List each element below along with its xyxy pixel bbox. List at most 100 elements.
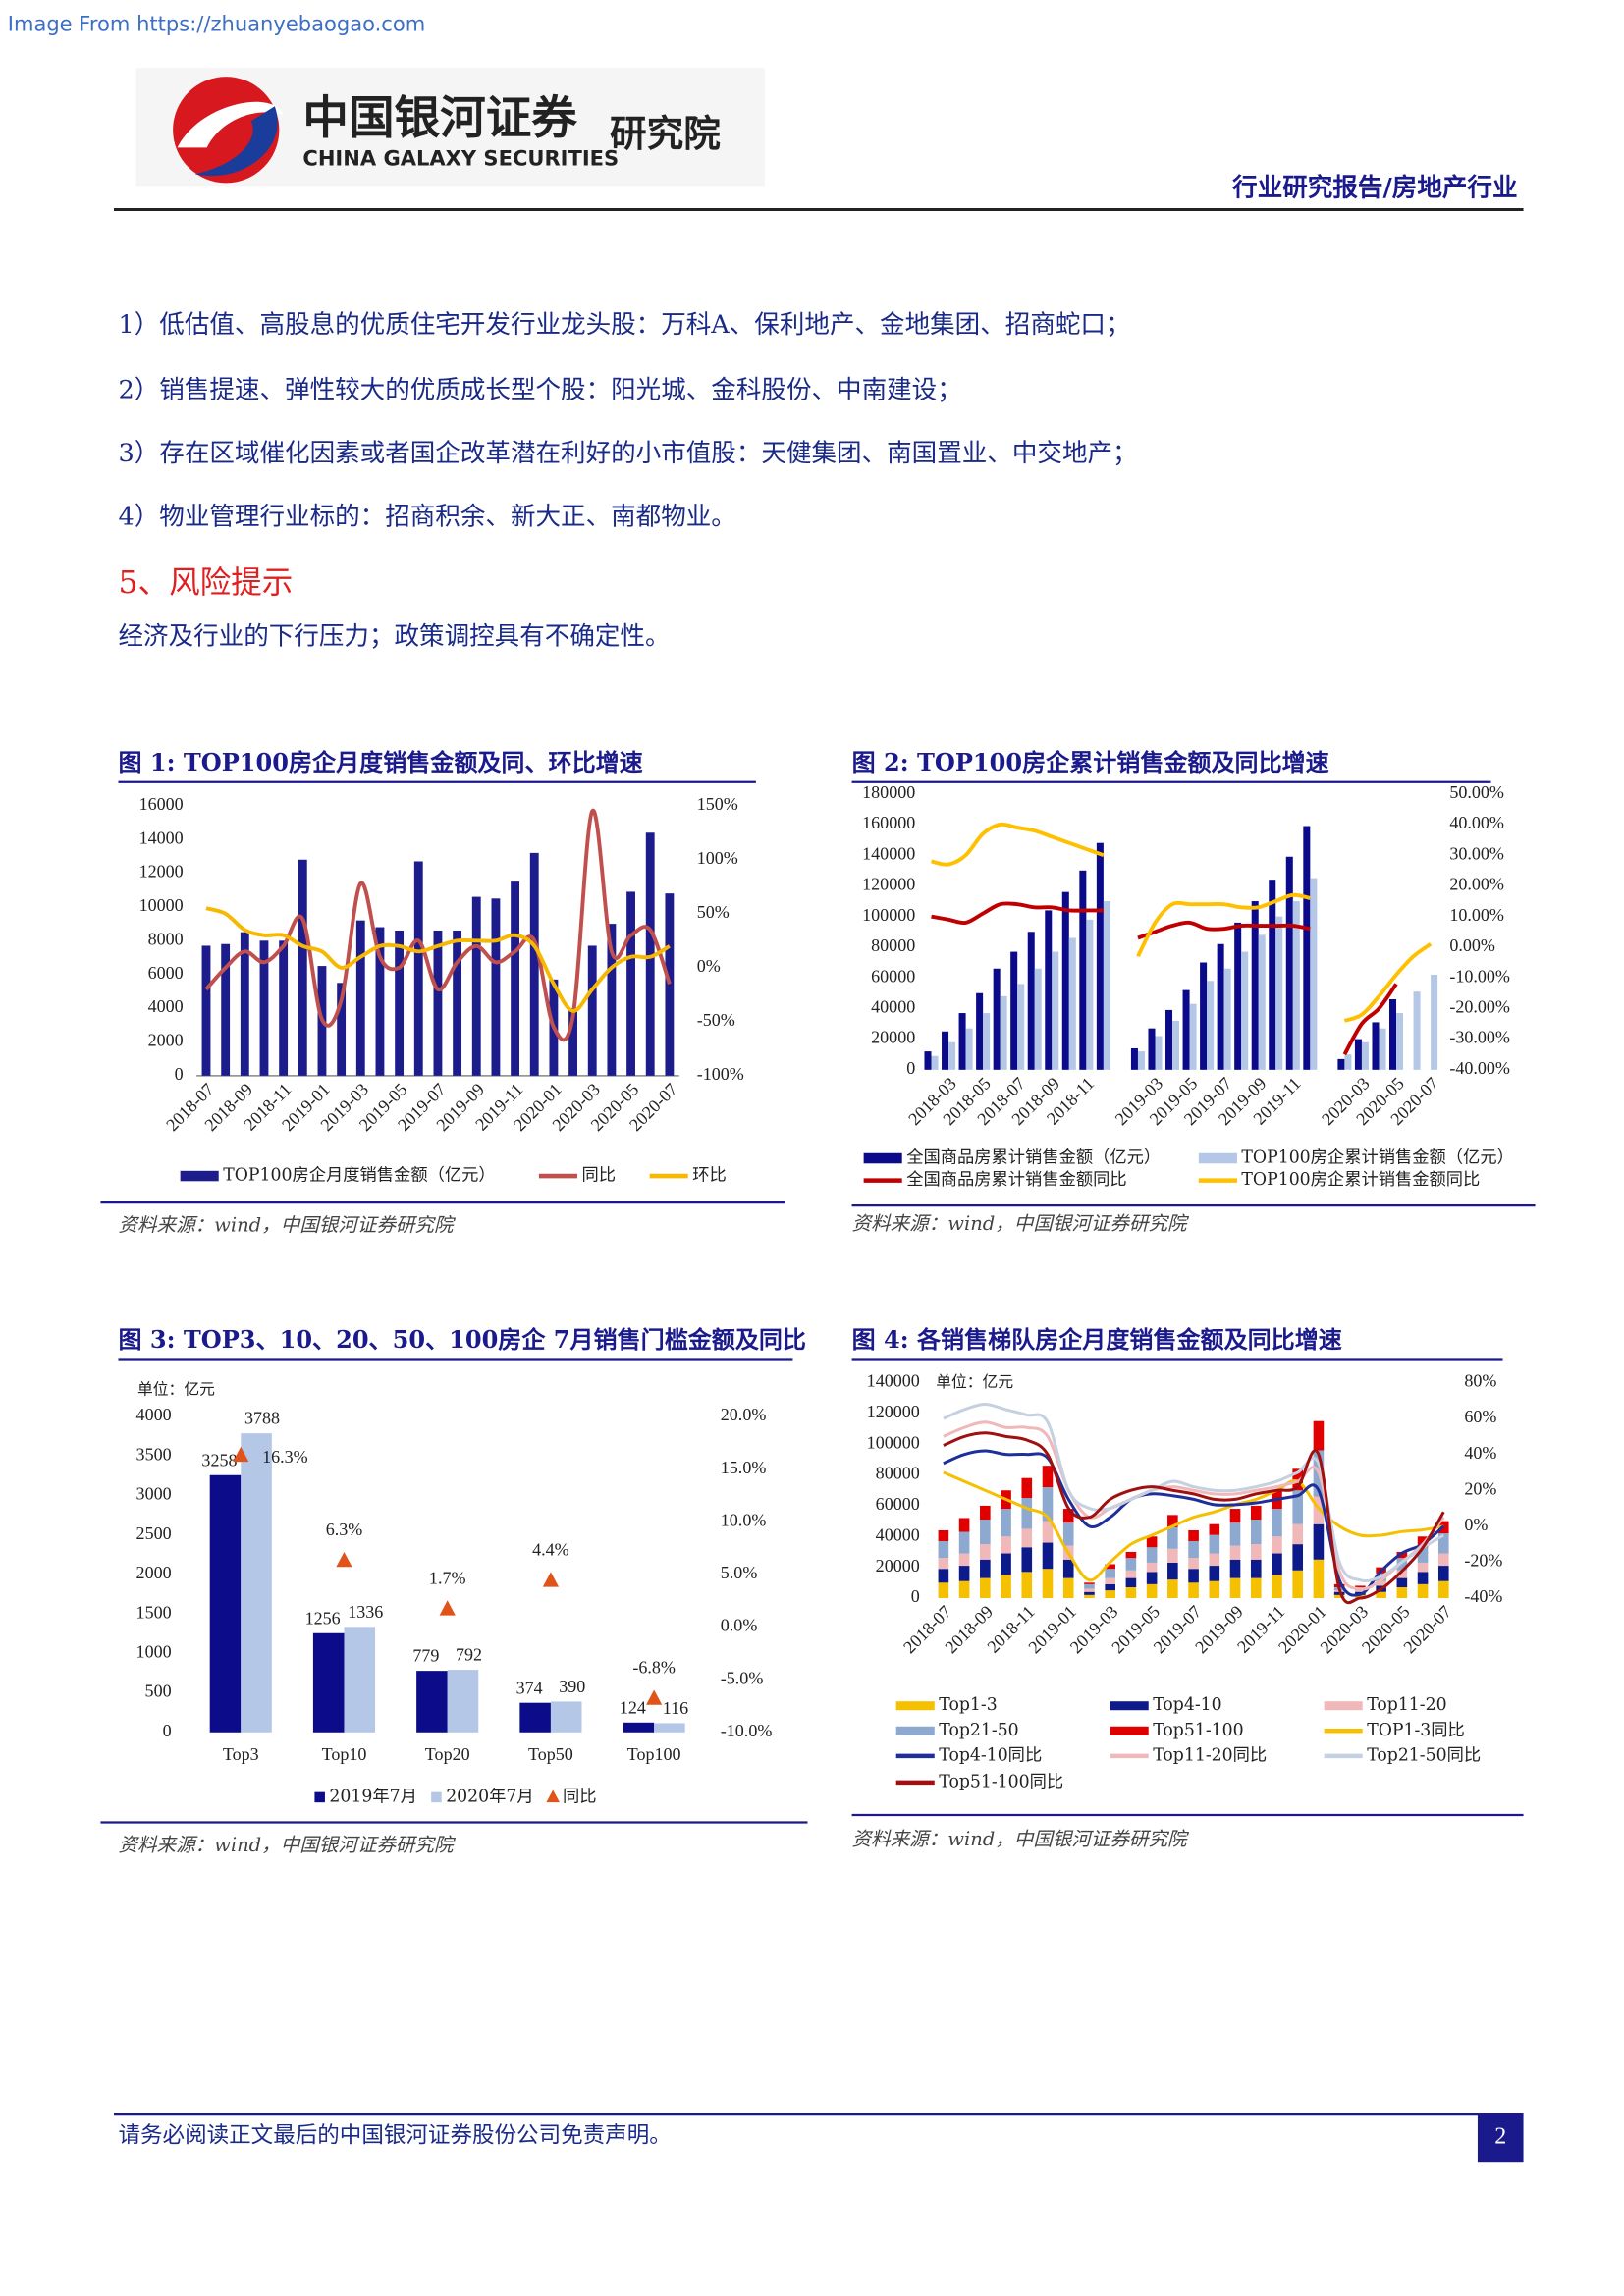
data-label: 390 bbox=[559, 1677, 585, 1696]
section-title: 5、风险提示 bbox=[118, 565, 293, 601]
bar bbox=[1001, 1553, 1011, 1575]
y-tick-label: 40000 bbox=[871, 997, 915, 1017]
logo-suffix: 研究院 bbox=[610, 112, 721, 155]
marker bbox=[439, 1600, 456, 1616]
y2-tick-label: 100% bbox=[697, 848, 738, 868]
legend-swatch bbox=[1110, 1726, 1149, 1735]
y-tick-label: 0 bbox=[906, 1058, 915, 1078]
bar bbox=[626, 891, 635, 1076]
y2-tick-label: 50% bbox=[697, 902, 730, 922]
bar bbox=[1146, 1547, 1158, 1563]
legend-label: 环比 bbox=[692, 1166, 727, 1186]
data-label: 4.4% bbox=[532, 1539, 569, 1559]
y-tick-label: 500 bbox=[145, 1682, 172, 1701]
bar bbox=[1084, 1583, 1095, 1589]
bar bbox=[980, 1559, 991, 1578]
bar bbox=[1042, 1569, 1054, 1598]
bar bbox=[1021, 1498, 1033, 1529]
bar bbox=[1125, 1558, 1137, 1571]
bar bbox=[1272, 1553, 1282, 1575]
bar bbox=[1313, 1559, 1325, 1598]
bar bbox=[416, 1671, 448, 1733]
page-box bbox=[1477, 2114, 1524, 2163]
bar bbox=[983, 1013, 991, 1070]
bar bbox=[1361, 1041, 1369, 1070]
bar bbox=[1250, 1559, 1262, 1578]
data-label: 1336 bbox=[348, 1602, 383, 1622]
bar bbox=[1355, 1594, 1366, 1598]
bar bbox=[1125, 1587, 1137, 1598]
bar bbox=[1303, 826, 1311, 1070]
data-label: 3788 bbox=[244, 1409, 280, 1428]
legend-swatch bbox=[314, 1791, 325, 1803]
bar bbox=[924, 1051, 932, 1070]
y2-tick-label: -10.00% bbox=[1449, 966, 1510, 986]
bar bbox=[1209, 1553, 1220, 1567]
bar bbox=[1045, 910, 1053, 1070]
bar bbox=[1061, 891, 1069, 1070]
legend-swatch bbox=[895, 1726, 935, 1735]
bar bbox=[1431, 975, 1438, 1070]
bar bbox=[395, 930, 405, 1076]
y2-tick-label: 10.0% bbox=[721, 1510, 767, 1529]
bar bbox=[1105, 1577, 1115, 1584]
chart-title: 图 4: 各销售梯队房企月度销售金额及同比增速 bbox=[852, 1325, 1342, 1354]
logo-swoosh-blue bbox=[194, 106, 278, 177]
bar bbox=[1167, 1515, 1178, 1527]
bar bbox=[980, 1577, 991, 1598]
legend-swatch bbox=[895, 1701, 935, 1711]
bar bbox=[1001, 1575, 1011, 1598]
x-tick-label: Top3 bbox=[223, 1744, 259, 1764]
y-tick-label: 4000 bbox=[148, 996, 184, 1016]
bar bbox=[958, 1518, 970, 1532]
legend-swatch bbox=[1198, 1152, 1237, 1164]
bar bbox=[1355, 1590, 1366, 1592]
bar bbox=[654, 1723, 685, 1733]
bar bbox=[938, 1569, 949, 1583]
bar bbox=[312, 1632, 345, 1733]
y-tick-label: 0 bbox=[163, 1721, 172, 1740]
body-item: 2）销售提速、弹性较大的优质成长型个股：阳光城、金科股份、中南建设； bbox=[118, 375, 961, 404]
bar bbox=[1146, 1572, 1158, 1584]
line bbox=[931, 901, 1398, 1056]
legend-label: Top21-50同比 bbox=[1367, 1745, 1481, 1765]
bar bbox=[1344, 1054, 1352, 1070]
bar bbox=[993, 968, 1001, 1070]
bar bbox=[471, 896, 481, 1076]
bar bbox=[1250, 1544, 1262, 1560]
bar bbox=[1417, 1583, 1429, 1598]
bar bbox=[1052, 951, 1059, 1070]
page-number: 2 bbox=[1494, 2124, 1506, 2150]
bar bbox=[1396, 1587, 1408, 1598]
y-tick-label: 20000 bbox=[871, 1028, 915, 1047]
data-label: 1256 bbox=[305, 1608, 341, 1628]
bar bbox=[1292, 901, 1300, 1070]
bar bbox=[1042, 1487, 1054, 1522]
line bbox=[204, 809, 672, 1042]
y2-tick-label: 150% bbox=[697, 794, 738, 814]
bar bbox=[1042, 1466, 1054, 1488]
bar bbox=[665, 893, 675, 1076]
y-tick-label: 40000 bbox=[876, 1524, 920, 1544]
bar bbox=[344, 1627, 376, 1733]
bar bbox=[1355, 1585, 1366, 1588]
bar bbox=[1372, 1022, 1380, 1070]
bar bbox=[1086, 919, 1094, 1070]
x-tick-label: Top100 bbox=[627, 1744, 681, 1764]
bar bbox=[980, 1544, 991, 1560]
bar bbox=[209, 1474, 242, 1733]
legend-label: Top51-100同比 bbox=[939, 1772, 1063, 1791]
y2-tick-label: 0% bbox=[697, 956, 721, 976]
bar bbox=[976, 992, 984, 1070]
bar bbox=[1396, 1013, 1404, 1070]
bar bbox=[511, 881, 520, 1076]
data-label: 779 bbox=[412, 1646, 439, 1666]
bar bbox=[1062, 1509, 1074, 1523]
marker bbox=[542, 1572, 560, 1587]
y-tick-label: 20000 bbox=[876, 1556, 920, 1575]
data-label: 124 bbox=[620, 1697, 646, 1717]
bar bbox=[1167, 1579, 1178, 1598]
bar bbox=[645, 832, 655, 1076]
y-tick-label: 120000 bbox=[867, 1402, 920, 1421]
